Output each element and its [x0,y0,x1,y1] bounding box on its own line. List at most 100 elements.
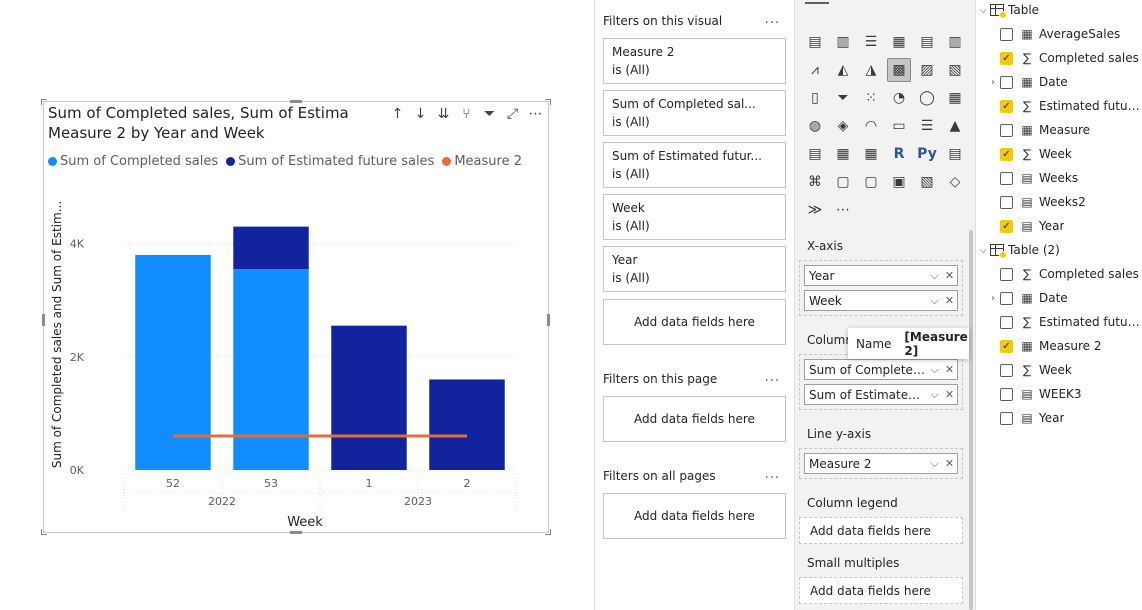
field-checkbox[interactable]: ✓ [1000,51,1013,65]
field-item[interactable]: › ▦ Date [976,70,1142,94]
more-visuals-icon[interactable]: ⋯ [836,202,850,218]
filter-card-year[interactable]: Year is (All) [603,246,786,292]
field-checkbox[interactable] [1000,267,1013,281]
filled-map-icon[interactable]: ◈ [837,118,849,134]
chevron-down-icon[interactable]: ⌵ [930,293,939,307]
legend-item[interactable]: Measure 2 [442,154,522,169]
resize-handle-top-right[interactable] [545,99,551,105]
chevron-down-icon[interactable]: ⌵ [979,244,987,256]
line-column-icon[interactable]: ▩ [887,58,911,82]
close-icon[interactable]: ✕ [944,269,955,282]
treemap-icon[interactable]: ▦ [948,90,962,106]
field-checkbox[interactable] [1000,171,1013,185]
resize-handle-top[interactable] [290,100,302,103]
more-icon[interactable]: ... [764,467,780,482]
scrollbar[interactable] [969,230,973,610]
field-checkbox[interactable]: ✓ [1000,99,1013,113]
field-item[interactable]: ∑ Estimated future... [976,310,1142,334]
sort-asc-icon[interactable]: ↑ [391,106,404,122]
field-item[interactable]: ∑ Completed sales [976,262,1142,286]
paginated-report-icon[interactable]: ▣ [892,174,906,190]
field-item[interactable]: ▦ AverageSales [976,22,1142,46]
field-checkbox[interactable]: ✓ [1000,147,1013,161]
close-icon[interactable]: ✕ [944,363,955,376]
field-checkbox[interactable] [1000,27,1013,41]
power-automate-icon[interactable]: ◇ [949,174,961,190]
decomposition-tree-icon[interactable]: ⌘ [808,174,822,190]
slicer-icon[interactable]: ▤ [808,146,822,162]
field-checkbox[interactable] [1000,411,1013,425]
chevron-right-icon[interactable]: › [991,292,995,304]
resize-handle-bottom-left[interactable] [41,529,47,535]
table-icon[interactable]: ▦ [836,146,850,162]
stacked-area-icon[interactable]: ◮ [865,62,877,78]
well-pill-completed-sales[interactable]: Sum of Completed sal... ⌵ ✕ [804,359,958,380]
visual-filter-drop-zone[interactable]: Add data fields here [603,299,786,345]
more-icon[interactable]: ⋯ [528,106,543,122]
python-visual-icon[interactable]: Py [917,146,937,162]
chevron-right-icon[interactable]: › [991,76,995,88]
filter-icon[interactable]: ⏷ [483,106,496,122]
power-automate-flow-icon[interactable]: ≫ [807,202,823,218]
multirow-card-icon[interactable]: ☰ [920,118,934,134]
kpi-icon[interactable]: ▲ [949,118,961,134]
column-y-axis-well[interactable]: Sum of Completed sal... ⌵ ✕ Sum of Estim… [799,354,963,410]
table-node[interactable]: ⌵ Table [976,0,1142,22]
filter-card-week[interactable]: Week is (All) [603,194,786,240]
stacked-bar-icon[interactable]: ▤ [808,34,822,50]
field-item[interactable]: ✓ ▤ Year [976,214,1142,238]
scatter-icon[interactable]: ⁙ [865,90,877,106]
column-legend-drop-zone[interactable]: Add data fields here [799,517,963,544]
chevron-down-icon[interactable]: ⌵ [930,456,939,470]
clustered-column-icon[interactable]: ▦ [892,34,906,50]
field-item[interactable]: ▤ WEEK3 [976,382,1142,406]
ribbon-icon[interactable]: ▧ [948,62,962,78]
qa-icon[interactable]: ▢ [836,174,850,190]
all-pages-filter-drop-zone[interactable]: Add data fields here [603,493,786,539]
field-checkbox[interactable] [1000,387,1013,401]
legend-item[interactable]: Sum of Completed sales [48,154,218,169]
filter-card-measure-2[interactable]: Measure 2 is (All) [603,38,786,84]
clustered-bar-icon[interactable]: ☰ [864,34,878,50]
table-node[interactable]: ⌵ Table (2) [976,238,1142,262]
donut-icon[interactable]: ◯ [919,90,935,106]
field-checkbox[interactable] [1000,123,1013,137]
close-icon[interactable]: ✕ [944,388,955,401]
100-column-icon[interactable]: ▥ [948,34,962,50]
x-axis-well[interactable]: Year ⌵ ✕ Week ⌵ ✕ [799,260,963,316]
small-multiples-drop-zone[interactable]: Add data fields here [799,577,963,604]
page-filter-drop-zone[interactable]: Add data fields here [603,396,786,442]
card-icon[interactable]: ▭ [892,118,906,134]
resize-handle-right[interactable] [547,314,550,326]
chevron-down-icon[interactable]: ⌵ [930,387,939,401]
resize-handle-top-left[interactable] [41,99,47,105]
field-item[interactable]: › ▦ Date [976,286,1142,310]
area-icon[interactable]: ◭ [837,62,849,78]
well-pill-year[interactable]: Year ⌵ ✕ [804,265,958,286]
field-item[interactable]: ▤ Weeks2 [976,190,1142,214]
field-checkbox[interactable] [1000,195,1013,209]
field-item[interactable]: ✓ ∑ Estimated future... [976,94,1142,118]
close-icon[interactable]: ✕ [944,457,955,470]
power-apps-icon[interactable]: ▧ [920,174,934,190]
stacked-column-icon[interactable]: ▥ [836,34,850,50]
chevron-down-icon[interactable]: ⌵ [930,268,939,282]
well-pill-measure-2[interactable]: Measure 2 ⌵ ✕ [804,453,958,474]
field-item[interactable]: ✓ ∑ Completed sales [976,46,1142,70]
chevron-down-icon[interactable]: ⌵ [979,4,987,16]
field-item[interactable]: ▦ Measure [976,118,1142,142]
100-bar-icon[interactable]: ▤ [920,34,934,50]
line-column-chart-visual[interactable]: Sum of Completed sales, Sum of Estima Me… [41,99,551,535]
field-checkbox[interactable] [1000,75,1013,89]
field-item[interactable]: ▤ Year [976,406,1142,430]
more-icon[interactable]: ... [764,12,780,27]
resize-handle-bottom-right[interactable] [545,529,551,535]
field-checkbox[interactable]: ✓ [1000,339,1013,353]
filter-card-completed-sales[interactable]: Sum of Completed sal... is (All) [603,90,786,136]
field-item[interactable]: ▤ Weeks [976,166,1142,190]
close-icon[interactable]: ✕ [944,294,955,307]
smart-narrative-icon[interactable]: ▢ [864,174,878,190]
field-item[interactable]: ✓ ∑ Week [976,142,1142,166]
legend-item[interactable]: Sum of Estimated future sales [226,154,434,169]
build-visual-tab[interactable] [805,0,829,4]
